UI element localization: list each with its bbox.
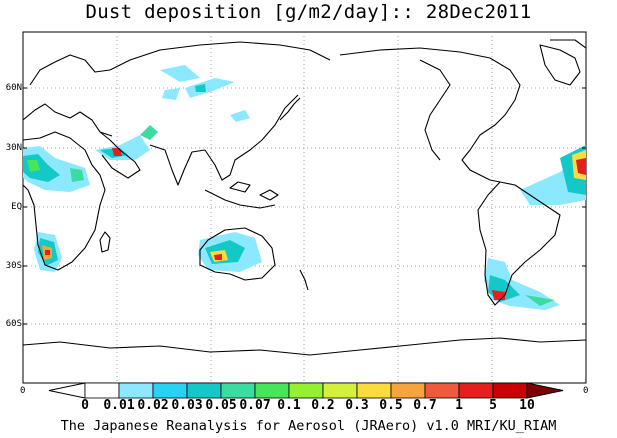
colorbar-box	[220, 382, 256, 399]
map-frame	[22, 31, 587, 384]
colorbar-box	[254, 382, 290, 399]
colorbar-tick-label: 0.3	[345, 398, 369, 413]
colorbar-tick-label: 0.2	[311, 398, 335, 413]
coast-arabia	[99, 131, 141, 179]
coast-africa	[23, 131, 106, 271]
colorbar-tick-label: 1	[455, 398, 463, 413]
lat-ticks	[23, 87, 586, 325]
colorbar-tick-label: 0.07	[239, 398, 271, 413]
x-axis-left-label: 0	[20, 386, 26, 396]
colorbar-arrow-right	[526, 382, 564, 399]
coast-north-america	[339, 47, 521, 183]
coast-australia	[199, 227, 276, 281]
colorbar-box	[186, 382, 222, 399]
lat-label-30s: 30S	[5, 261, 22, 271]
coast-indonesia	[204, 189, 276, 209]
colorbar-box	[492, 382, 528, 399]
colorbar-box	[84, 382, 120, 399]
dust-shading	[23, 65, 586, 310]
colorbar-tick-label: 0.01	[103, 398, 135, 413]
colorbar-box	[424, 382, 460, 399]
colorbar-box	[118, 382, 154, 399]
coast-greenland	[550, 39, 586, 49]
colorbar-tick-label: 0.05	[205, 398, 237, 413]
colorbar-box	[322, 382, 358, 399]
lat-label-60s: 60S	[5, 319, 22, 329]
colorbar-tick-label: 0	[81, 398, 89, 413]
lat-label-30n: 30N	[5, 143, 22, 153]
lat-label-60n: 60N	[5, 83, 22, 93]
colorbar-tick-label: 0.03	[171, 398, 203, 413]
colorbar-tick-label: 10	[519, 398, 535, 413]
coast-europe	[23, 103, 113, 137]
figure-footer: The Japanese Reanalysis for Aerosol (JRA…	[60, 418, 557, 434]
lat-label-eq: EQ	[11, 202, 22, 212]
colorbar-tick-label: 0.5	[379, 398, 403, 413]
coast-india	[149, 144, 206, 186]
colorbar-tick-label: 0.02	[137, 398, 169, 413]
colorbar-box	[390, 382, 426, 399]
coast-antarctica	[23, 337, 586, 356]
gridlines	[23, 32, 586, 383]
coastlines	[23, 39, 586, 356]
x-axis-right-label: 0	[583, 386, 589, 396]
colorbar-arrow-left	[48, 382, 86, 399]
coast-east-asia	[204, 94, 299, 181]
coast-japan	[279, 97, 301, 121]
colorbar-tick-label: 0.1	[277, 398, 301, 413]
coast-south-america	[477, 181, 561, 306]
colorbar	[48, 382, 564, 399]
figure-title: Dust deposition [g/m2/day]:: 28Dec2011	[85, 1, 532, 23]
colorbar-box	[458, 382, 494, 399]
colorbar-tick-label: 0.7	[413, 398, 437, 413]
colorbar-box	[288, 382, 324, 399]
colorbar-box	[152, 382, 188, 399]
colorbar-tick-label: 5	[489, 398, 497, 413]
colorbar-box	[356, 382, 392, 399]
